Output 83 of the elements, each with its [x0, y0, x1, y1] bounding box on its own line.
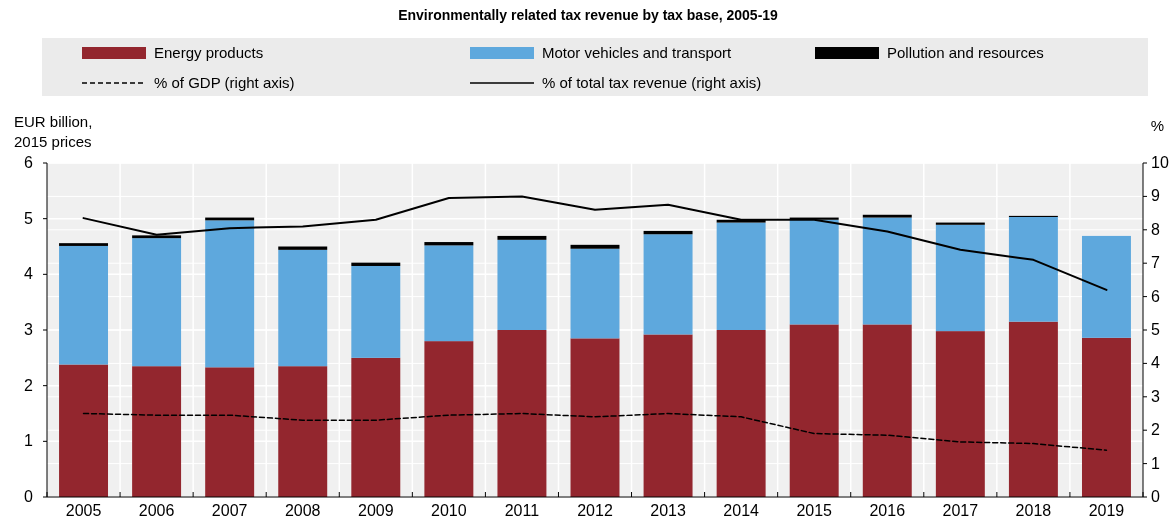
bar [132, 235, 182, 239]
bar [59, 243, 109, 246]
y-tick-label: 2 [24, 376, 34, 394]
bar [570, 244, 620, 249]
legend-label: % of GDP (right axis) [154, 74, 295, 91]
bar [424, 341, 474, 497]
y-tick-label: 5 [24, 209, 34, 227]
bar [643, 334, 693, 497]
y-axis-title: EUR billion, 2015 prices [14, 113, 93, 150]
legend-label: Energy products [154, 44, 264, 61]
bar [935, 331, 985, 497]
y-tick-label: 4 [24, 265, 34, 283]
bar [935, 224, 985, 332]
line-series [82, 195, 1108, 291]
x-tick-label: 2014 [723, 502, 760, 519]
bar [278, 246, 328, 250]
y-tick-label: 1 [24, 432, 34, 450]
x-tick-label: 2015 [796, 502, 833, 519]
legend-label: Motor vehicles and transport [542, 44, 733, 61]
bar [59, 245, 109, 365]
bar [789, 219, 839, 325]
x-tick-label: 2006 [138, 502, 175, 519]
bar [205, 220, 255, 368]
bar [643, 234, 693, 335]
legend-label: % of total tax revenue (right axis) [542, 74, 762, 91]
bar [1008, 321, 1058, 497]
bar [278, 366, 328, 497]
x-tick-label: 2005 [65, 502, 102, 519]
bar [862, 214, 912, 218]
bar [1008, 217, 1058, 322]
bar [351, 357, 401, 497]
x-tick-label: 2008 [284, 502, 321, 519]
y-tick-label: 3 [24, 321, 34, 338]
y2-tick-label: 6 [1151, 287, 1160, 305]
bar [205, 367, 255, 497]
x-tick-label: 2016 [869, 502, 906, 519]
y-tick-label: 6 [24, 154, 34, 171]
bar [497, 235, 547, 240]
y2-tick-label: 1 [1151, 454, 1160, 472]
bar [424, 242, 474, 246]
x-tick-label: 2010 [431, 502, 467, 519]
bar [132, 238, 182, 367]
bar [424, 245, 474, 342]
y2-tick-label: 3 [1151, 387, 1160, 405]
bar [862, 324, 912, 497]
y2-tick-label: 0 [1151, 488, 1160, 505]
x-tick-label: 2018 [1015, 502, 1052, 519]
chart-title: Environmentally related tax revenue by tax base, 2005-19 [398, 7, 779, 23]
y-tick-label: 0 [24, 488, 34, 505]
bar [497, 239, 547, 330]
y2-tick-label: 4 [1151, 354, 1160, 372]
x-tick-label: 2017 [942, 502, 979, 519]
bar [570, 248, 620, 339]
x-tick-label: 2009 [358, 502, 394, 519]
x-tick-label: 2019 [1088, 502, 1125, 519]
y2-tick-label: 2 [1151, 421, 1160, 439]
bar [59, 364, 109, 497]
y2-tick-label: 7 [1151, 254, 1160, 272]
bar [351, 265, 401, 358]
line-series [82, 412, 1108, 451]
bar [935, 222, 985, 225]
x-tick-label: 2012 [577, 502, 613, 519]
bar [716, 330, 766, 497]
bar [789, 324, 839, 497]
bar [570, 338, 620, 497]
bar [862, 217, 912, 325]
bar [1081, 337, 1131, 497]
bar [497, 330, 547, 497]
bar [278, 249, 328, 367]
y2-axis-title: % [1150, 117, 1164, 134]
y2-tick-label: 5 [1151, 321, 1160, 338]
y2-tick-label: 8 [1151, 220, 1160, 238]
x-tick-label: 2013 [650, 502, 686, 519]
legend-label: Pollution and resources [887, 44, 1044, 61]
bar [643, 230, 693, 235]
bar [716, 222, 766, 330]
y2-tick-label: 10 [1151, 154, 1169, 171]
y2-tick-label: 9 [1151, 187, 1160, 205]
bar [1081, 235, 1131, 338]
x-tick-label: 2007 [211, 502, 248, 519]
x-tick-label: 2011 [504, 502, 540, 519]
bar [351, 262, 401, 266]
bar [132, 366, 182, 497]
